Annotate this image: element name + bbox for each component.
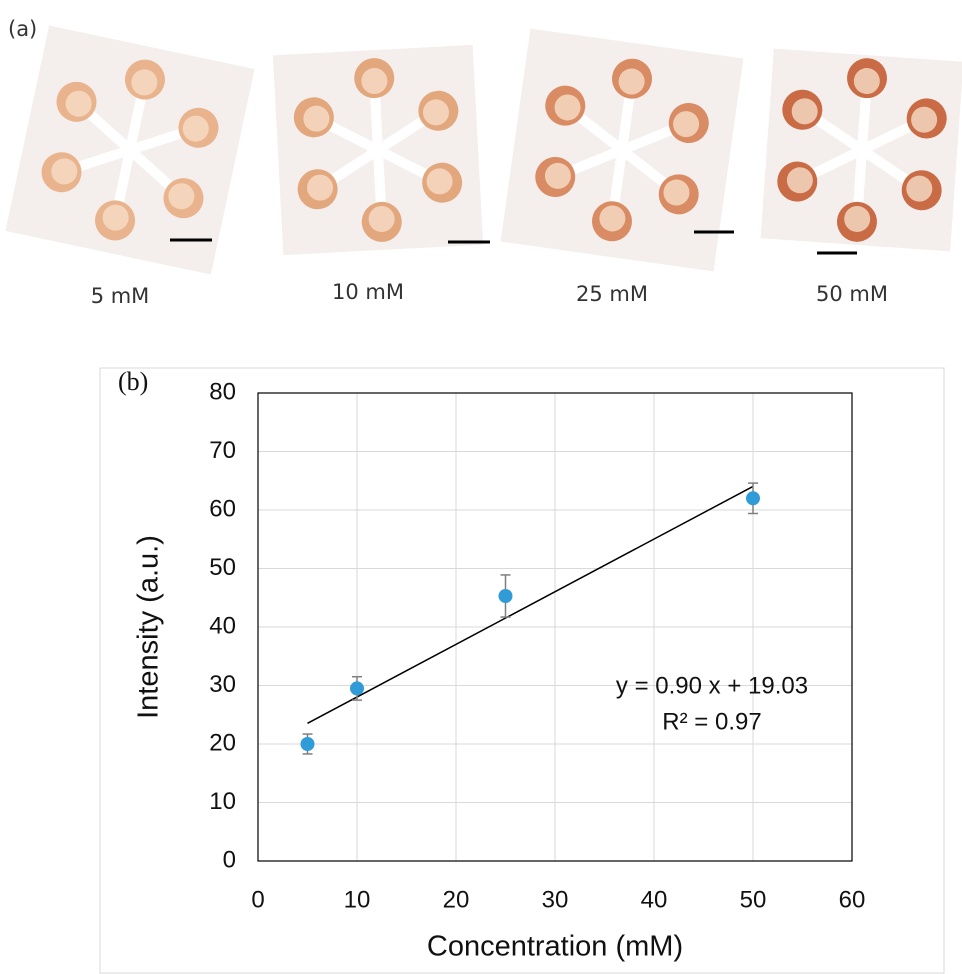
caption: 5 mM: [91, 284, 150, 308]
reservoir-core: [791, 98, 818, 125]
x-tick-label: 10: [344, 886, 371, 913]
x-tick-label: 20: [443, 886, 470, 913]
reservoir-core: [307, 174, 334, 201]
reservoir-core: [599, 205, 626, 232]
reservoir-core: [361, 67, 388, 94]
y-tick-label: 30: [209, 671, 236, 698]
x-tick-label: 60: [839, 886, 866, 913]
y-tick-label: 40: [209, 612, 236, 639]
y-axis-title: Intensity (a.u.): [133, 535, 165, 719]
point: [300, 737, 315, 751]
panel-a-label: (a): [8, 17, 37, 41]
reservoir-core: [368, 206, 395, 233]
photo: [272, 44, 484, 256]
reservoir-core: [182, 115, 209, 142]
photo: [760, 48, 962, 252]
point: [746, 491, 760, 506]
reservoir-core: [544, 162, 571, 189]
reservoir-core: [131, 69, 158, 96]
y-tick-label: 10: [209, 788, 236, 815]
x-axis-title: Concentration (mM): [427, 931, 683, 963]
reservoir-core: [844, 205, 871, 232]
reservoir-core: [853, 68, 880, 95]
reservoir-core: [65, 90, 92, 117]
reservoir-core: [906, 175, 933, 202]
reservoir-core: [911, 106, 938, 133]
reservoir-core: [663, 179, 690, 206]
trend-r2: R² = 0.97: [662, 708, 761, 735]
panel-b-label: (b): [118, 367, 148, 396]
caption: 10 mM: [332, 280, 404, 304]
chart-frame: [99, 367, 945, 974]
caption: 25 mM: [576, 282, 648, 306]
reservoir-core: [51, 158, 78, 185]
reservoir-core: [426, 168, 453, 195]
y-tick-label: 60: [209, 495, 236, 522]
photo: [5, 25, 255, 275]
y-tick-label: 70: [209, 437, 236, 464]
trendline: [307, 485, 754, 725]
x-tick-label: 40: [641, 886, 668, 913]
photos: 5 mM 10 mM 25 mM 50 mM: [5, 25, 962, 308]
trend-equation: y = 0.90 x + 19.03: [616, 672, 808, 699]
y-tick-label: 20: [209, 729, 236, 756]
reservoir-core: [673, 111, 700, 138]
reservoir-core: [303, 105, 330, 132]
caption: 50 mM: [816, 282, 888, 306]
y-tick-label: 80: [209, 378, 236, 405]
reservoir-core: [618, 68, 645, 95]
x-tick-label: 30: [542, 886, 569, 913]
y-tick-label: 50: [209, 554, 236, 581]
photo: [500, 28, 744, 272]
x-tick-label: 0: [251, 886, 264, 913]
plot: 0 10 20 30 40 50 60 70 80 0 10 20 30 40 50 60 Concentrat…: [133, 378, 866, 962]
reservoir-core: [786, 167, 813, 194]
reservoir-core: [422, 99, 449, 126]
y-tick-label: 0: [223, 846, 236, 873]
reservoir-core: [168, 183, 195, 210]
x-tick-label: 50: [740, 886, 767, 913]
point: [350, 681, 364, 696]
plot-border: [257, 392, 853, 862]
reservoir-core: [102, 204, 129, 231]
reservoir-core: [554, 94, 581, 121]
point: [498, 588, 513, 603]
